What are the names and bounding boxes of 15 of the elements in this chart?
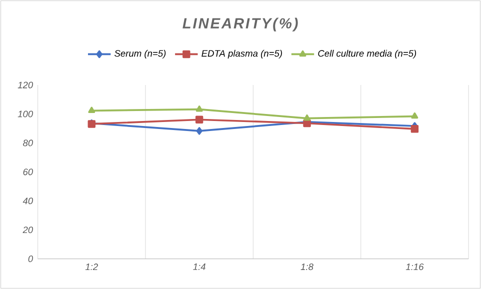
x-tick-label: 1:2 <box>85 264 98 270</box>
chart-title: LINEARITY(%) <box>182 18 298 32</box>
y-tick-label: 120 <box>18 82 34 88</box>
legend-label: EDTA plasma (n=5) <box>202 50 282 59</box>
y-tick-label: 0 <box>28 256 34 262</box>
legend-label: Serum (n=5) <box>114 50 166 58</box>
y-tick-label: 60 <box>23 168 34 176</box>
x-tick-label: 1:4 <box>193 263 206 270</box>
x-tick-label: 1:8 <box>300 264 314 270</box>
y-tick-label: 40 <box>22 198 34 204</box>
y-tick-label: 80 <box>23 140 34 146</box>
y-tick-label: 100 <box>18 110 34 118</box>
y-tick-label: 20 <box>22 226 34 234</box>
legend-label: Cell culture media (n=5) <box>318 50 416 58</box>
x-tick-label: 1:16 <box>406 264 424 270</box>
